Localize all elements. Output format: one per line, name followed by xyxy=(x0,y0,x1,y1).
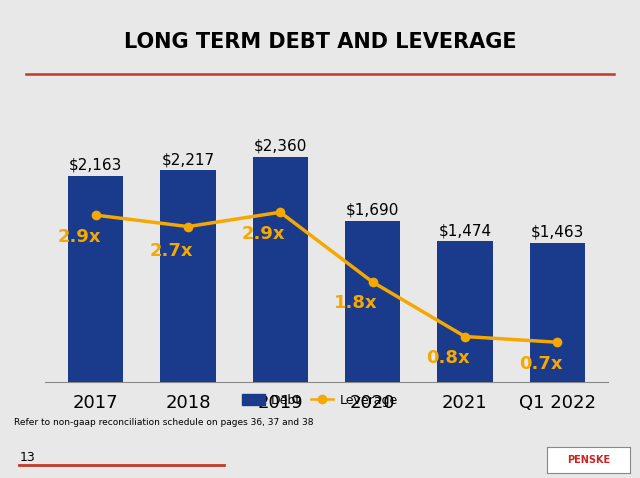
Text: 0.7x: 0.7x xyxy=(519,355,563,373)
Text: $1,474: $1,474 xyxy=(438,223,492,238)
Text: 2.9x: 2.9x xyxy=(57,228,100,246)
Text: $1,690: $1,690 xyxy=(346,203,399,217)
Bar xyxy=(68,175,124,382)
Text: 0.8x: 0.8x xyxy=(426,349,470,367)
Text: 1.8x: 1.8x xyxy=(334,294,378,313)
Text: Refer to non-gaap reconciliation schedule on pages 36, 37 and 38: Refer to non-gaap reconciliation schedul… xyxy=(14,418,314,427)
Text: PENSKE: PENSKE xyxy=(567,455,611,465)
Bar xyxy=(437,241,493,382)
Bar xyxy=(160,171,216,382)
Bar xyxy=(345,221,400,382)
Bar xyxy=(529,242,585,382)
Text: $1,463: $1,463 xyxy=(531,224,584,239)
Text: LONG TERM DEBT AND LEVERAGE: LONG TERM DEBT AND LEVERAGE xyxy=(124,32,516,52)
Legend: Debt, Leverage: Debt, Leverage xyxy=(237,389,403,412)
Text: 2.7x: 2.7x xyxy=(150,242,193,260)
Text: 2.9x: 2.9x xyxy=(242,225,285,243)
Bar xyxy=(253,157,308,382)
Text: $2,163: $2,163 xyxy=(69,157,122,172)
Text: $2,217: $2,217 xyxy=(161,152,214,167)
Text: $2,360: $2,360 xyxy=(253,139,307,153)
Text: 13: 13 xyxy=(19,451,35,464)
